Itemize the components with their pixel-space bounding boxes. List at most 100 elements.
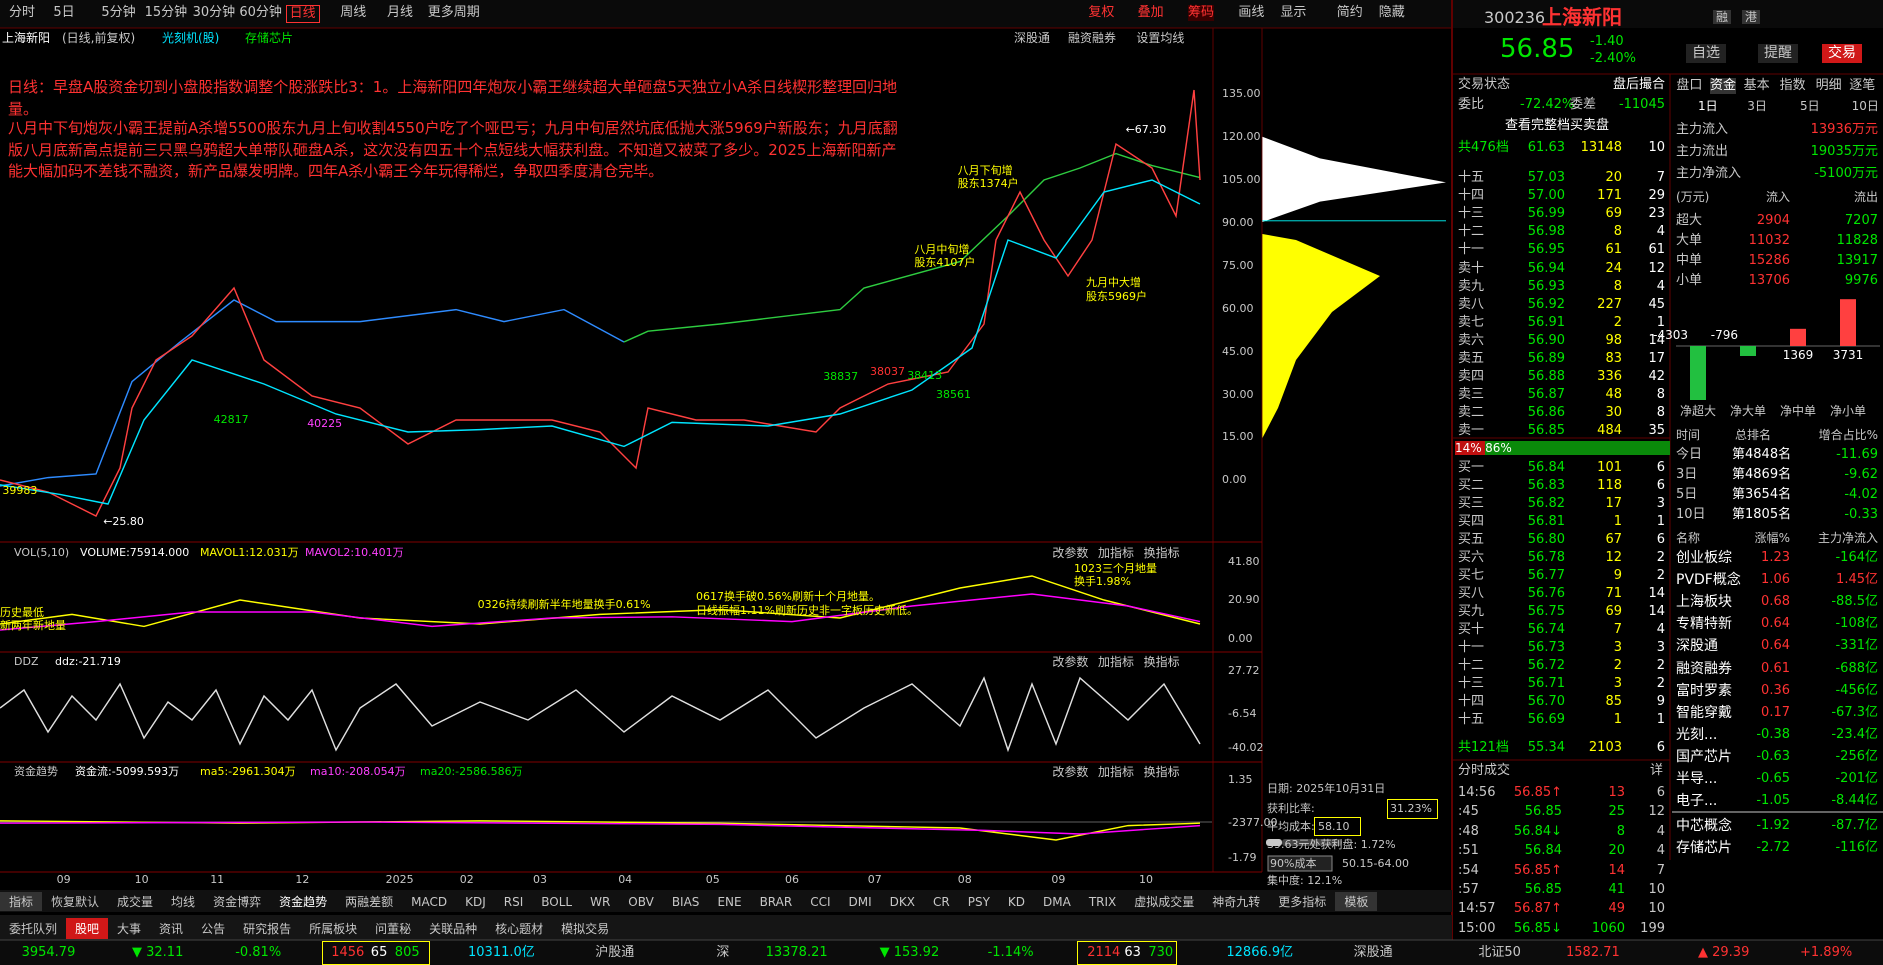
fund-tab[interactable]: 基本 [1743, 78, 1770, 93]
fund-tab[interactable]: 明细 [1815, 78, 1842, 93]
indicator-tab[interactable]: KDJ [465, 894, 486, 909]
indicator-tab[interactable]: 虚拟成交量 [1134, 895, 1195, 909]
chart-link[interactable]: 融资融券 [1068, 31, 1117, 45]
info-tab[interactable]: 所属板块 [309, 922, 358, 936]
link[interactable]: 查看完整档买卖盘 [1505, 118, 1610, 133]
fund-tab[interactable]: 盘口 [1676, 78, 1703, 93]
panel-button[interactable]: 改参数 [1052, 765, 1089, 779]
button[interactable]: 交易 [1822, 44, 1862, 63]
indicator-tab[interactable]: 资金博弈 [213, 895, 262, 909]
sector-name[interactable]: 融资融券 [1676, 660, 1732, 677]
sector-name[interactable]: 光刻... [1676, 726, 1718, 743]
indicator-tab[interactable]: DMI [848, 894, 872, 909]
overlay[interactable]: 存储芯片 [245, 31, 294, 45]
overlay[interactable]: 光刻机(股) [162, 31, 220, 45]
info-tab[interactable]: 关联品种 [429, 922, 478, 936]
indicator-tab[interactable]: OBV [628, 894, 654, 909]
info-tab[interactable]: 委托队列 [9, 922, 58, 936]
period-button[interactable]: 5日 [53, 5, 75, 20]
period-tab[interactable]: 10日 [1851, 99, 1879, 113]
indicator-tab[interactable]: 成交量 [117, 895, 154, 909]
info-tab[interactable]: 问董秘 [375, 922, 412, 936]
fund-tab[interactable]: 逐笔 [1849, 78, 1876, 93]
sector-name[interactable]: 上海板块 [1676, 594, 1732, 611]
tool-button[interactable]: 筹码 [1188, 5, 1215, 21]
period-button[interactable]: 5分钟 [101, 5, 136, 20]
indicator-tab[interactable]: 更多指标 [1278, 895, 1327, 909]
indicator-tab[interactable]: CCI [810, 894, 831, 909]
indicator-tab[interactable]: 指标 [0, 892, 43, 911]
period-button[interactable]: 周线 [340, 5, 367, 20]
fund-tab[interactable]: 资金 [1710, 78, 1737, 94]
indicator-tab[interactable]: WR [590, 894, 611, 909]
indicator-tab[interactable]: 资金趋势 [279, 895, 328, 909]
sector-name[interactable]: 富时罗素 [1676, 682, 1732, 699]
panel-button[interactable]: 改参数 [1052, 655, 1089, 669]
period-button[interactable]: 15分钟 [144, 5, 188, 20]
period-button[interactable]: 日线 [285, 5, 320, 23]
info-tab[interactable]: 核心题材 [495, 922, 544, 936]
indicator-tab[interactable]: 两融差额 [345, 895, 394, 909]
sector-name[interactable]: 专精特新 [1676, 616, 1732, 633]
indicator-tab[interactable]: DKX [889, 894, 915, 909]
panel-button[interactable]: 换指标 [1143, 765, 1180, 779]
period-tab[interactable]: 3日 [1747, 99, 1767, 113]
indicator-tab[interactable]: BRAR [759, 894, 793, 909]
indicator-tab[interactable]: RSI [503, 894, 524, 909]
panel-button[interactable]: 换指标 [1143, 546, 1180, 560]
tool-button[interactable]: 简约 [1336, 5, 1363, 20]
sector-name[interactable]: 智能穿戴 [1676, 704, 1732, 721]
indicator-tab[interactable]: DMA [1043, 894, 1071, 909]
indicator-tab[interactable]: 恢复默认 [51, 895, 100, 909]
info-tab[interactable]: 资讯 [159, 922, 184, 936]
button[interactable]: 提醒 [1758, 44, 1798, 63]
panel-button[interactable]: 加指标 [1098, 655, 1135, 669]
sector-name[interactable]: 存储芯片 [1676, 840, 1732, 857]
indicator-tab[interactable]: 均线 [171, 895, 196, 909]
indicator-tab[interactable]: 模板 [1335, 892, 1378, 911]
link[interactable]: 详 [1650, 763, 1664, 778]
tool-button[interactable]: 画线 [1238, 5, 1265, 20]
sector-name[interactable]: 半导... [1676, 771, 1718, 787]
period-tab[interactable]: 1日 [1698, 99, 1718, 113]
sector-name[interactable]: 中芯概念 [1676, 818, 1732, 835]
panel-button[interactable]: 改参数 [1052, 546, 1089, 560]
sector-name[interactable]: 电子... [1676, 793, 1718, 810]
sector-name[interactable]: 创业板综 [1676, 550, 1732, 566]
panel-button[interactable]: 加指标 [1098, 765, 1135, 779]
indicator-tab[interactable]: CR [933, 894, 950, 909]
sector-name[interactable]: PVDF概念 [1676, 572, 1741, 589]
tool-button[interactable]: 显示 [1280, 5, 1307, 20]
tool-button[interactable]: 叠加 [1137, 5, 1164, 20]
panel-button[interactable]: 换指标 [1143, 655, 1180, 669]
indicator-tab[interactable]: BIAS [671, 894, 700, 909]
tag: 港 [1742, 10, 1761, 25]
period-tab[interactable]: 5日 [1800, 99, 1820, 113]
info-tab[interactable]: 公告 [201, 922, 226, 936]
tool-button[interactable]: 复权 [1088, 5, 1115, 20]
button[interactable]: 自选 [1686, 44, 1726, 63]
indicator-tab[interactable]: PSY [967, 894, 990, 909]
chart-link[interactable]: 设置均线 [1136, 31, 1185, 45]
indicator-tab[interactable]: TRIX [1088, 894, 1117, 909]
info-tab[interactable]: 股吧 [66, 918, 109, 939]
indicator-tab[interactable]: MACD [411, 894, 448, 909]
period-button[interactable]: 分时 [9, 5, 36, 20]
indicator-tab[interactable]: 神奇九转 [1212, 895, 1261, 909]
period-button[interactable]: 更多周期 [427, 5, 480, 20]
indicator-tab[interactable]: BOLL [541, 894, 573, 909]
indicator-tab[interactable]: ENE [717, 894, 742, 909]
tool-button[interactable]: 隐藏 [1378, 5, 1405, 20]
indicator-tab[interactable]: KD [1007, 894, 1026, 909]
info-tab[interactable]: 研究报告 [243, 922, 292, 936]
period-button[interactable]: 月线 [387, 5, 414, 20]
period-button[interactable]: 30分钟 [192, 5, 236, 20]
chart-link[interactable]: 深股通 [1014, 31, 1051, 45]
sector-name[interactable]: 深股通 [1676, 638, 1718, 655]
panel-button[interactable]: 加指标 [1098, 546, 1135, 560]
period-button[interactable]: 60分钟 [239, 5, 282, 20]
info-tab[interactable]: 大事 [117, 922, 142, 936]
info-tab[interactable]: 模拟交易 [561, 922, 610, 936]
fund-tab[interactable]: 指数 [1779, 78, 1806, 93]
sector-name[interactable]: 国产芯片 [1676, 748, 1732, 765]
